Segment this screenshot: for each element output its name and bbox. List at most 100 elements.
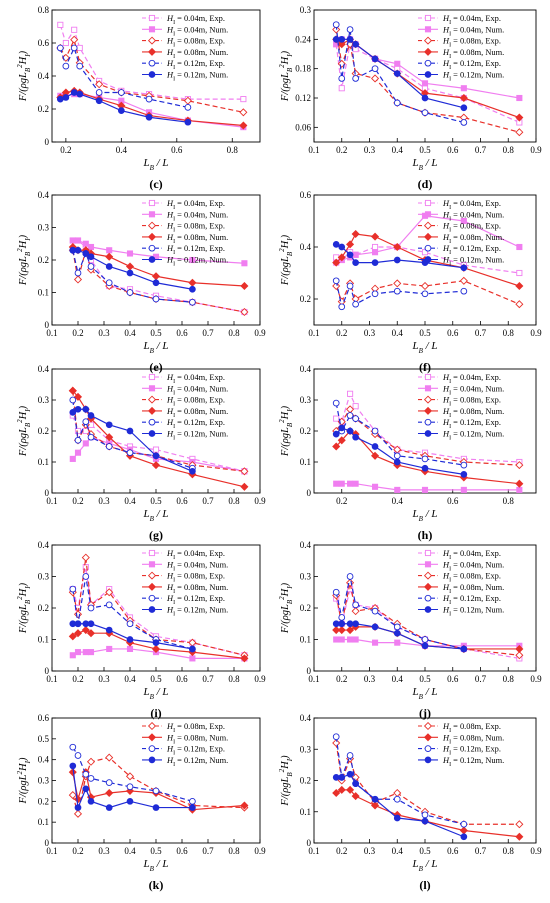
panel-label: (d) (418, 177, 433, 191)
data-point (332, 738, 341, 748)
data-point (337, 40, 346, 49)
x-tick-label: 0.1 (46, 496, 57, 506)
data-point (87, 604, 95, 612)
data-point (371, 623, 379, 631)
data-point (347, 636, 354, 643)
data-point (346, 35, 354, 43)
data-point (189, 804, 196, 811)
chart-panel: 0.1 0.2 0.3 0.4 0.5 0.6 0.7 0.8 0.900.10.20.30.4… (16, 713, 266, 892)
legend-marker (424, 211, 432, 218)
panel-label: (h) (418, 528, 433, 542)
data-point (62, 39, 69, 47)
legend-label: HI = 0.04m, Num. (442, 560, 504, 572)
data-point (189, 285, 196, 293)
y-tick-label: 0 (45, 838, 50, 848)
x-tick-label: 0.8 (503, 496, 515, 506)
data-point (460, 264, 468, 272)
legend-marker (147, 36, 157, 45)
data-point (87, 263, 95, 270)
data-point (117, 107, 125, 115)
legend-label: HI = 0.08m, Exp. (166, 222, 225, 234)
x-tick-label: 0.3 (98, 328, 110, 338)
y-axis-label: F/(ρgLB2HI) (16, 405, 32, 457)
legend-label: HI = 0.04m, Num. (166, 210, 228, 222)
x-tick-label: 0.9 (254, 674, 266, 684)
data-point (371, 290, 379, 298)
x-tick-label: 0.6 (447, 328, 459, 338)
data-point (152, 804, 160, 811)
legend-label: HI = 0.08m, Exp. (166, 572, 225, 584)
data-point (86, 629, 96, 638)
data-point (74, 246, 82, 254)
series-line (335, 402, 464, 466)
legend-label: HI = 0.08m, Num. (166, 233, 228, 245)
data-point (105, 279, 113, 287)
x-tick-label: 0.3 (364, 328, 376, 338)
x-tick-label: 0.7 (202, 328, 214, 338)
data-point (332, 774, 340, 781)
series-line (72, 746, 193, 802)
data-point (152, 787, 160, 795)
legend-marker (147, 582, 157, 591)
data-point (239, 121, 248, 130)
data-point (106, 247, 113, 254)
data-point (126, 797, 134, 805)
data-point (332, 442, 341, 451)
x-tick-label: 0.6 (447, 496, 459, 506)
data-point (371, 74, 380, 83)
data-point (125, 772, 135, 781)
x-axis-label: LB / L (142, 508, 168, 523)
data-point (105, 779, 113, 786)
legend-marker (147, 406, 157, 415)
legend-marker (148, 418, 156, 426)
data-point (337, 785, 346, 794)
legend-marker (148, 211, 156, 218)
data-point (74, 405, 82, 413)
y-tick-label: 0.4 (38, 190, 50, 200)
data-point (105, 753, 114, 762)
data-point (69, 237, 76, 244)
data-point (73, 275, 83, 284)
x-tick-label: 0.1 (46, 846, 57, 856)
data-point (333, 636, 340, 643)
series-line (72, 390, 245, 488)
data-point (346, 770, 354, 778)
legend-label: HI = 0.04m, Exp. (166, 549, 225, 561)
legend-marker (424, 244, 432, 252)
data-point (346, 578, 355, 587)
data-point (393, 629, 401, 637)
data-point (338, 85, 345, 92)
data-point (346, 412, 354, 419)
y-tick-label: 0.1 (300, 807, 311, 817)
panel-label: (c) (149, 177, 162, 191)
data-point (69, 409, 77, 416)
legend-marker (148, 373, 156, 381)
data-point (460, 119, 468, 126)
y-axis-label: F/(ρgLB2HI) (278, 234, 294, 286)
x-tick-label: 0.8 (228, 328, 240, 338)
legend-label: HI = 0.04m, Num. (166, 560, 228, 572)
data-point (337, 626, 346, 635)
y-tick-label: 0.2 (38, 426, 49, 436)
data-point (459, 93, 468, 103)
y-tick-label: 0.4 (300, 713, 312, 723)
legend-marker (147, 47, 157, 56)
data-point (371, 427, 379, 435)
legend-label: HI = 0.12m, Exp. (442, 244, 501, 256)
data-point (516, 486, 523, 493)
x-tick-label: 0.9 (530, 145, 542, 155)
data-point (105, 626, 113, 634)
legend-label: HI = 0.08m, Num. (442, 407, 504, 419)
data-point (152, 446, 160, 453)
data-point (62, 62, 70, 70)
x-tick-label: 0.9 (530, 674, 542, 684)
y-tick-label: 0.2 (38, 255, 49, 265)
data-point (371, 259, 379, 266)
legend-label: HI = 0.12m, Num. (166, 71, 228, 83)
data-point (393, 287, 401, 295)
x-axis-label: LB / L (411, 858, 437, 873)
x-tick-label: 0.4 (124, 328, 136, 338)
data-point (240, 307, 249, 317)
legend-marker (147, 232, 157, 241)
data-point (69, 455, 76, 462)
